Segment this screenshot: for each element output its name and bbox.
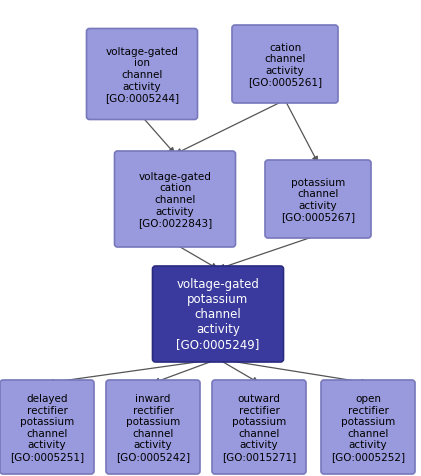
FancyBboxPatch shape	[212, 380, 306, 474]
Text: voltage-gated
ion
channel
activity
[GO:0005244]: voltage-gated ion channel activity [GO:0…	[105, 47, 179, 103]
FancyBboxPatch shape	[0, 380, 94, 474]
FancyBboxPatch shape	[106, 380, 200, 474]
Text: voltage-gated
potassium
channel
activity
[GO:0005249]: voltage-gated potassium channel activity…	[176, 278, 260, 351]
Text: inward
rectifier
potassium
channel
activity
[GO:0005242]: inward rectifier potassium channel activ…	[116, 393, 190, 461]
Text: cation
channel
activity
[GO:0005261]: cation channel activity [GO:0005261]	[248, 42, 322, 87]
Text: outward
rectifier
potassium
channel
activity
[GO:0015271]: outward rectifier potassium channel acti…	[222, 393, 296, 461]
FancyBboxPatch shape	[232, 26, 338, 104]
FancyBboxPatch shape	[321, 380, 415, 474]
FancyBboxPatch shape	[115, 152, 235, 248]
FancyBboxPatch shape	[265, 161, 371, 238]
FancyBboxPatch shape	[152, 267, 283, 362]
Text: potassium
channel
activity
[GO:0005267]: potassium channel activity [GO:0005267]	[281, 177, 355, 222]
FancyBboxPatch shape	[86, 30, 197, 120]
Text: open
rectifier
potassium
channel
activity
[GO:0005252]: open rectifier potassium channel activit…	[331, 393, 405, 461]
Text: voltage-gated
cation
channel
activity
[GO:0022843]: voltage-gated cation channel activity [G…	[138, 171, 212, 228]
Text: delayed
rectifier
potassium
channel
activity
[GO:0005251]: delayed rectifier potassium channel acti…	[10, 393, 84, 461]
